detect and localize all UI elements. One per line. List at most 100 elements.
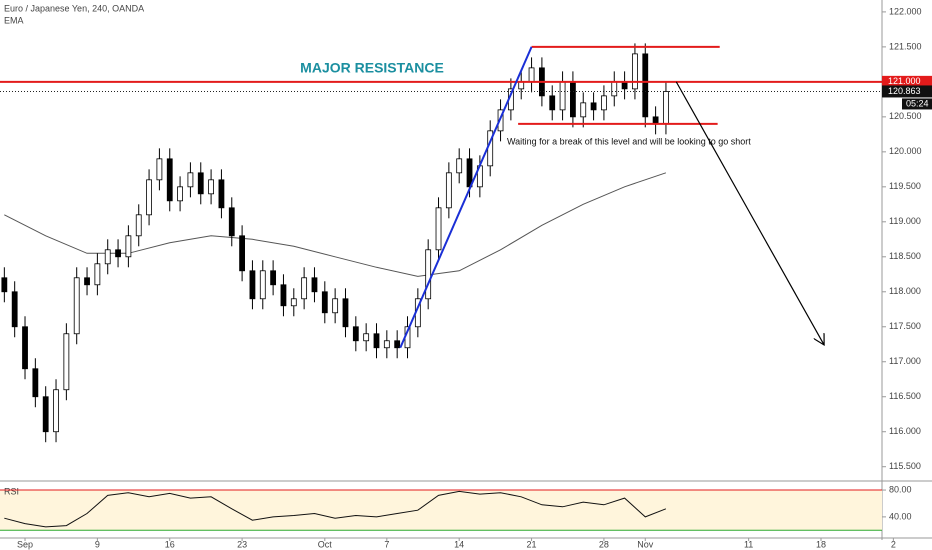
resistance-annotation: MAJOR RESISTANCE bbox=[300, 60, 444, 76]
rsi-band bbox=[0, 490, 882, 531]
ema-line bbox=[4, 172, 667, 277]
y-tick-label: 116.500 bbox=[889, 391, 921, 401]
candle-body bbox=[1, 277, 8, 293]
last-price-label: 120.863 bbox=[888, 86, 921, 96]
candle-body bbox=[84, 277, 90, 286]
candle-body bbox=[580, 102, 587, 118]
x-tick-label: 16 bbox=[165, 539, 175, 549]
candle-body bbox=[363, 333, 370, 342]
candle-body bbox=[187, 172, 194, 188]
candle-body bbox=[321, 291, 328, 314]
candle-body bbox=[590, 102, 597, 111]
y-tick-label: 121.500 bbox=[889, 41, 922, 51]
candle-body bbox=[621, 81, 628, 90]
x-tick-label: 23 bbox=[237, 539, 247, 549]
candle-body bbox=[73, 277, 80, 335]
x-tick-label: 11 bbox=[744, 539, 753, 549]
y-tick-label: 119.500 bbox=[889, 181, 921, 191]
y-tick-label: 118.500 bbox=[889, 251, 921, 261]
chart-title: Euro / Japanese Yen, 240, OANDA bbox=[4, 3, 144, 13]
candle-body bbox=[249, 270, 256, 300]
x-tick-label: Nov bbox=[637, 539, 654, 549]
x-tick-label: Sep bbox=[17, 539, 33, 549]
candle-body bbox=[239, 235, 246, 272]
candle-body bbox=[290, 298, 297, 307]
candle-body bbox=[259, 270, 266, 300]
y-tick-label: 119.000 bbox=[889, 216, 921, 226]
candle-body bbox=[632, 53, 638, 90]
resistance-label: 121.000 bbox=[888, 76, 921, 86]
candle-body bbox=[94, 263, 101, 286]
y-tick-label: 116.000 bbox=[889, 426, 921, 436]
countdown-label: 05:24 bbox=[906, 98, 929, 108]
y-tick-label: 115.500 bbox=[889, 461, 921, 471]
y-tick-label: 118.000 bbox=[889, 286, 921, 296]
countdown-tag bbox=[902, 98, 932, 110]
x-tick-label: 9 bbox=[95, 539, 100, 549]
candle-body bbox=[228, 207, 235, 237]
last-price-tag bbox=[882, 85, 932, 98]
candle-body bbox=[601, 95, 607, 111]
candle-body bbox=[373, 333, 380, 349]
ema-label: EMA bbox=[4, 15, 24, 25]
candle-body bbox=[332, 298, 339, 314]
candle-body bbox=[166, 158, 173, 202]
candle-body bbox=[445, 172, 452, 209]
resistance-tag bbox=[882, 75, 932, 88]
x-tick-label: Oct bbox=[318, 539, 333, 549]
candle-body bbox=[570, 81, 576, 118]
candle-body bbox=[311, 277, 318, 293]
arrow-drawing bbox=[675, 81, 824, 345]
candle-body bbox=[456, 158, 463, 174]
candle-body bbox=[435, 207, 442, 251]
candle-body bbox=[611, 81, 618, 97]
candle-body bbox=[559, 81, 566, 111]
candle-body bbox=[270, 270, 277, 286]
rsi-label: RSI bbox=[4, 486, 19, 496]
x-tick-label: 18 bbox=[816, 539, 826, 549]
candle-body bbox=[642, 53, 649, 118]
candle-body bbox=[53, 389, 59, 433]
candle-body bbox=[383, 340, 390, 349]
candle-body bbox=[146, 179, 152, 216]
candle-body bbox=[197, 172, 204, 195]
candle-body bbox=[42, 396, 49, 433]
candle-body bbox=[394, 340, 401, 349]
candle-body bbox=[342, 298, 349, 328]
rsi-line bbox=[4, 490, 667, 528]
candle-body bbox=[208, 179, 214, 195]
candle-body bbox=[425, 249, 432, 300]
y-tick-label: 120.000 bbox=[889, 146, 922, 156]
x-tick-label: 14 bbox=[454, 539, 464, 549]
candle-body bbox=[32, 368, 39, 398]
candle-body bbox=[22, 326, 28, 370]
candle-body bbox=[125, 235, 132, 258]
candle-body bbox=[528, 67, 535, 83]
candle-body bbox=[301, 277, 308, 300]
candle-body bbox=[156, 158, 163, 181]
x-tick-label: 21 bbox=[527, 539, 537, 549]
rsi-y-tick-label: 80.00 bbox=[889, 484, 912, 494]
candle-body bbox=[549, 95, 556, 111]
candle-body bbox=[135, 214, 142, 237]
candle-body bbox=[518, 81, 525, 90]
candle-body bbox=[63, 333, 70, 391]
note-annotation: Waiting for a break of this level and wi… bbox=[507, 136, 751, 146]
x-tick-label: 7 bbox=[384, 539, 389, 549]
y-tick-label: 117.000 bbox=[889, 356, 921, 366]
candle-body bbox=[115, 249, 121, 258]
candle-body bbox=[663, 91, 669, 125]
trend-drawing bbox=[399, 46, 533, 349]
y-tick-label: 117.500 bbox=[889, 321, 921, 331]
candle-body bbox=[177, 186, 183, 202]
x-tick-label: 28 bbox=[599, 539, 609, 549]
x-tick-label: 2 bbox=[891, 539, 896, 549]
candle-body bbox=[218, 179, 225, 209]
candle-body bbox=[280, 284, 287, 307]
candle-body bbox=[352, 326, 359, 342]
y-tick-label: 122.000 bbox=[889, 6, 922, 16]
rsi-y-tick-label: 40.00 bbox=[889, 511, 912, 521]
candle-body bbox=[11, 291, 18, 328]
y-tick-label: 120.500 bbox=[889, 111, 922, 121]
